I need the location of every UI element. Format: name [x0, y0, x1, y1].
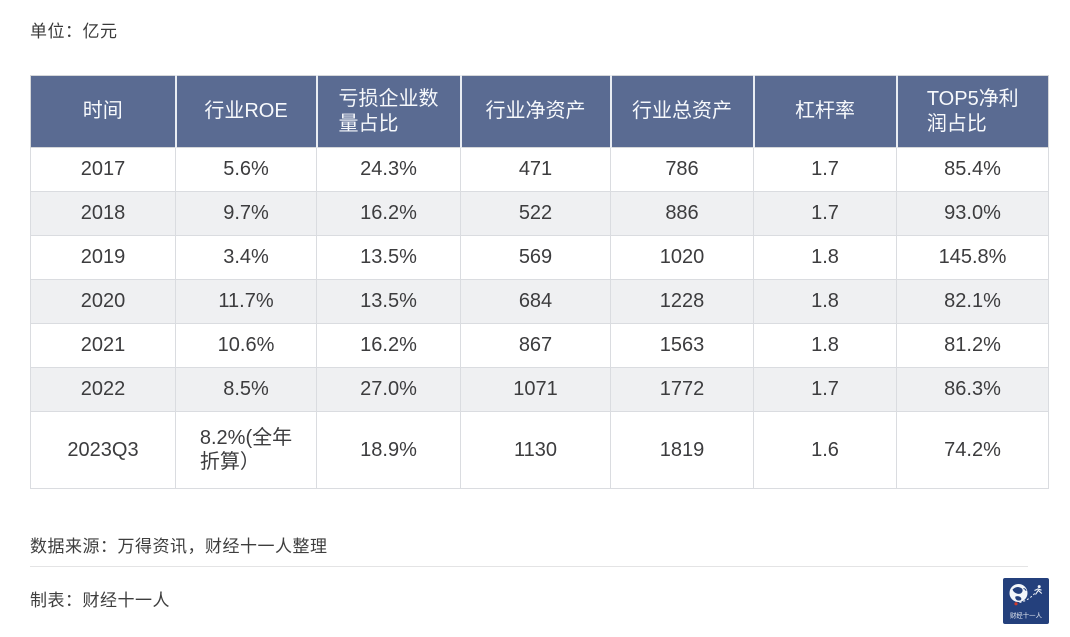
cell-loss-ratio: 24.3% [316, 147, 461, 192]
col-header-label: 行业总资产 [632, 100, 732, 123]
cell-top5-profit: 93.0% [896, 191, 1049, 236]
col-header-roe: 行业ROE [174, 75, 317, 148]
cell-total-assets: 886 [610, 191, 754, 236]
table-row: 2019 3.4% 13.5% 569 1020 1.8 145.8% [30, 235, 1049, 280]
col-header-top5-profit: TOP5净利 润占比 [895, 75, 1049, 148]
col-header-net-assets: 行业净资产 [459, 75, 611, 148]
cell-loss-ratio: 13.5% [316, 235, 461, 280]
cell-top5-profit: 81.2% [896, 323, 1049, 368]
col-header-label: TOP5净利 润占比 [926, 88, 1019, 135]
data-source-note: 数据来源：万得资讯，财经十一人整理 [30, 537, 328, 556]
cell-roe: 8.2%(全年 折算） [175, 411, 317, 489]
industry-data-table: 时间 行业ROE 亏损企业数 量占比 行业净资产 行业总资产 杠杆率 TOP5净… [30, 75, 1049, 489]
cell-leverage: 1.7 [753, 191, 897, 236]
cell-loss-ratio: 27.0% [316, 367, 461, 412]
cell-roe: 5.6% [175, 147, 317, 192]
cell-net-assets: 684 [460, 279, 611, 324]
cell-loss-ratio: 16.2% [316, 191, 461, 236]
cell-top5-profit: 82.1% [896, 279, 1049, 324]
cell-net-assets: 569 [460, 235, 611, 280]
col-header-label: 行业净资产 [485, 100, 586, 123]
cell-time: 2017 [30, 147, 176, 192]
table-credit-note: 制表：财经十一人 [30, 591, 170, 610]
cell-total-assets: 1020 [610, 235, 754, 280]
col-header-loss-ratio: 亏损企业数 量占比 [315, 75, 461, 148]
brand-logo: 财经十一人 [1003, 578, 1049, 624]
col-header-leverage: 杠杆率 [752, 75, 897, 148]
col-header-total-assets: 行业总资产 [609, 75, 754, 148]
table-row: 2018 9.7% 16.2% 522 886 1.7 93.0% [30, 191, 1049, 236]
cell-leverage: 1.8 [753, 235, 897, 280]
cell-leverage: 1.7 [753, 367, 897, 412]
cell-roe: 11.7% [175, 279, 317, 324]
table-row: 2021 10.6% 16.2% 867 1563 1.8 81.2% [30, 323, 1049, 368]
cell-net-assets: 867 [460, 323, 611, 368]
cell-time: 2023Q3 [30, 411, 176, 489]
table-row: 2020 11.7% 13.5% 684 1228 1.8 82.1% [30, 279, 1049, 324]
logo-red-dot [1014, 602, 1018, 606]
cell-total-assets: 1819 [610, 411, 754, 489]
cell-loss-ratio: 13.5% [316, 279, 461, 324]
table-row: 2017 5.6% 24.3% 471 786 1.7 85.4% [30, 147, 1049, 192]
cell-roe: 3.4% [175, 235, 317, 280]
cell-net-assets: 1130 [460, 411, 611, 489]
brand-logo-text: 财经十一人 [1010, 611, 1043, 620]
col-header-time: 时间 [30, 75, 176, 148]
cell-top5-profit: 145.8% [896, 235, 1049, 280]
cell-total-assets: 786 [610, 147, 754, 192]
cell-leverage: 1.8 [753, 279, 897, 324]
unit-label: 单位：亿元 [30, 22, 118, 41]
cell-top5-profit: 85.4% [896, 147, 1049, 192]
footer-divider [30, 566, 1028, 567]
cell-loss-ratio: 16.2% [316, 323, 461, 368]
table-header-row: 时间 行业ROE 亏损企业数 量占比 行业净资产 行业总资产 杠杆率 TOP5净… [30, 75, 1049, 148]
cell-leverage: 1.7 [753, 147, 897, 192]
cell-time: 2020 [30, 279, 176, 324]
cell-roe: 8.5% [175, 367, 317, 412]
cell-net-assets: 471 [460, 147, 611, 192]
cell-time: 2019 [30, 235, 176, 280]
col-header-label: 亏损企业数 量占比 [338, 88, 439, 135]
cell-time: 2021 [30, 323, 176, 368]
brand-logo-icon: 财经十一人 [1003, 578, 1049, 624]
cell-top5-profit: 74.2% [896, 411, 1049, 489]
table-row: 2022 8.5% 27.0% 1071 1772 1.7 86.3% [30, 367, 1049, 412]
col-header-label: 时间 [82, 100, 123, 123]
cell-roe: 10.6% [175, 323, 317, 368]
col-header-label: 行业ROE [204, 100, 288, 123]
cell-time: 2022 [30, 367, 176, 412]
cell-total-assets: 1772 [610, 367, 754, 412]
cell-leverage: 1.6 [753, 411, 897, 489]
cell-net-assets: 522 [460, 191, 611, 236]
col-header-label: 杠杆率 [795, 100, 855, 123]
cell-leverage: 1.8 [753, 323, 897, 368]
cell-total-assets: 1563 [610, 323, 754, 368]
cell-roe: 9.7% [175, 191, 317, 236]
cell-time: 2018 [30, 191, 176, 236]
cell-loss-ratio: 18.9% [316, 411, 461, 489]
cell-total-assets: 1228 [610, 279, 754, 324]
cell-net-assets: 1071 [460, 367, 611, 412]
logo-trail [1019, 591, 1037, 603]
leaping-figure-icon [1034, 585, 1043, 595]
cell-top5-profit: 86.3% [896, 367, 1049, 412]
table-row: 2023Q3 8.2%(全年 折算） 18.9% 1130 1819 1.6 7… [30, 411, 1049, 489]
